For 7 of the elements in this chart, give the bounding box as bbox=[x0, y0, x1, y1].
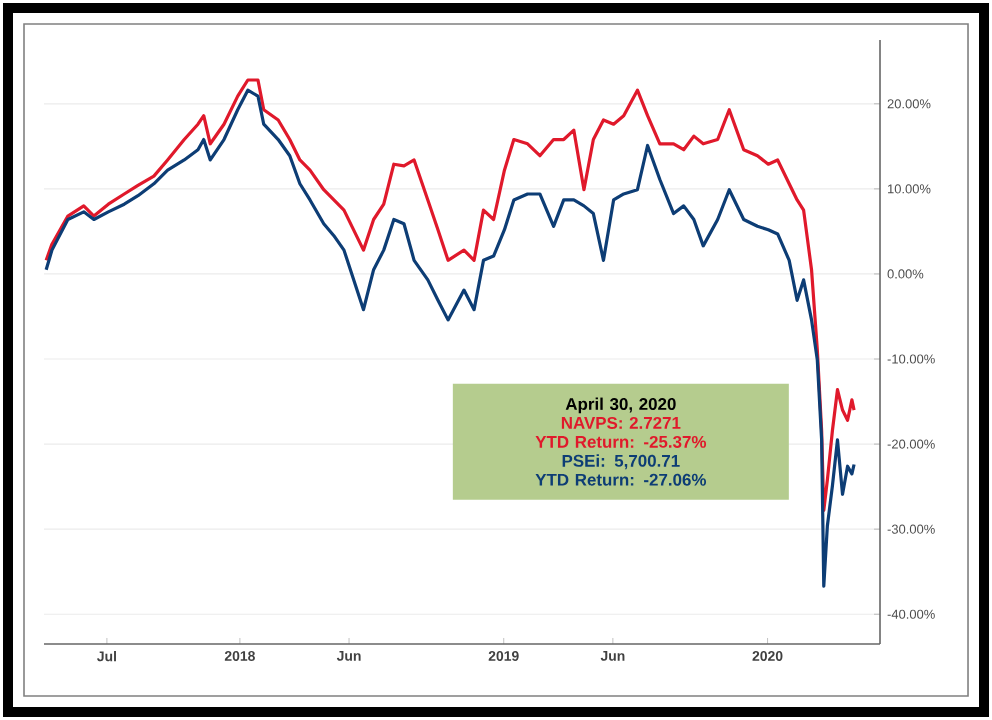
line-series bbox=[44, 88, 856, 588]
annotation: April 30, 2020 bbox=[565, 397, 676, 414]
annotation: YTD Return: -25.37% bbox=[535, 435, 707, 448]
line-series bbox=[44, 78, 856, 513]
annotation: YTD Return: -27.06% bbox=[535, 473, 707, 486]
annotation: NAVPS: 2.7271 bbox=[561, 416, 681, 429]
annotation: PSEi: 5,700.71 bbox=[562, 454, 680, 470]
